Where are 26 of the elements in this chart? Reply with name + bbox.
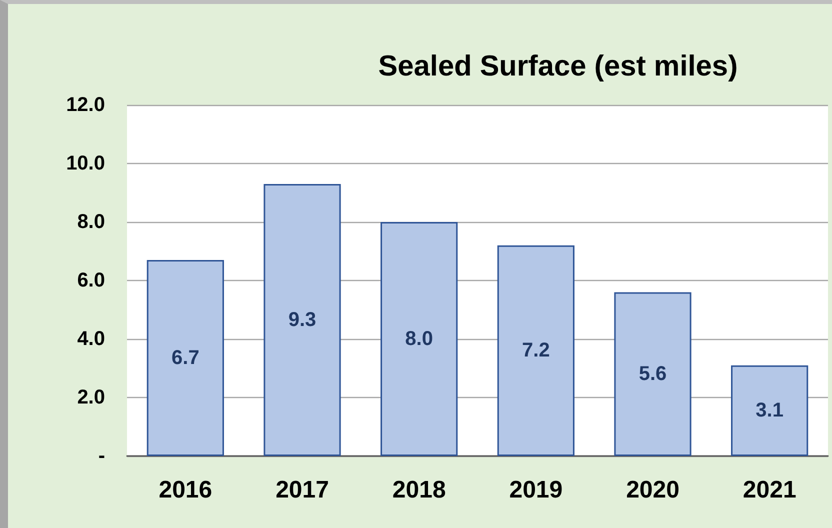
data-label: 3.1 [756,400,784,422]
data-label: 5.6 [638,363,667,386]
bar [146,260,224,456]
data-label: 8.0 [405,328,433,350]
data-label: 7.2 [522,340,550,362]
x-tick-label: 2017 [276,476,329,504]
x-tick-label: 2019 [509,476,563,504]
chart-title: Sealed Surface (est miles) [378,50,738,82]
bar [614,292,692,456]
data-label: 6.7 [172,347,200,370]
x-tick-label: 2018 [392,476,446,504]
x-tick-label: 2021 [742,476,796,504]
bar [497,245,574,456]
y-tick-label: 8.0 [77,211,105,233]
y-tick-label: 12.0 [66,94,105,116]
x-tick-label: 2016 [158,476,212,504]
bar [380,222,458,456]
bar [264,184,341,456]
data-label: 9.3 [288,308,316,331]
y-tick-label: 4.0 [77,328,105,350]
bar [731,365,808,456]
x-tick-label: 2020 [626,476,680,504]
y-tick-label: 10.0 [66,152,105,174]
y-tick-label: 2.0 [77,386,105,408]
y-tick-label: - [98,445,105,467]
y-tick-label: 6.0 [77,270,105,292]
